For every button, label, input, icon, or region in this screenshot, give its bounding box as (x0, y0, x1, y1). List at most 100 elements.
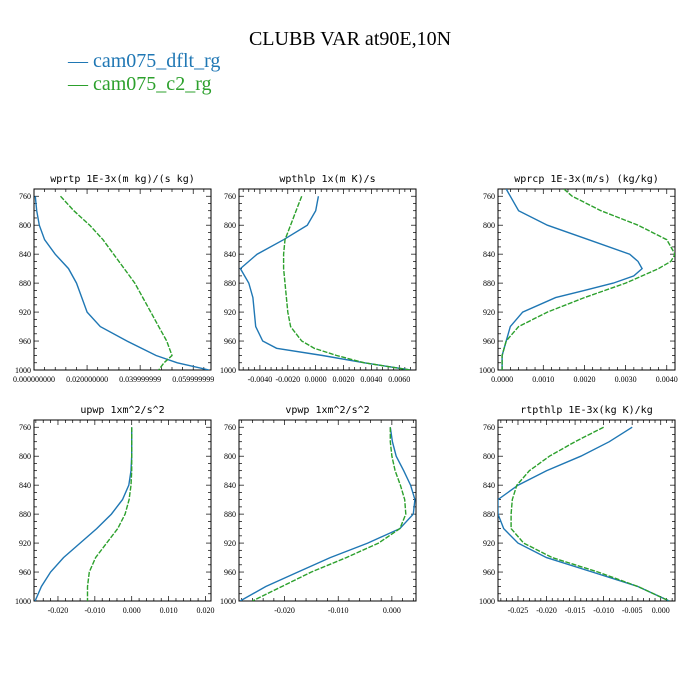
x-tick-label: 0.0010 (532, 375, 554, 384)
y-tick-label: 880 (19, 510, 31, 519)
x-tick-label: -0.0040 (248, 375, 273, 384)
y-tick-label: 880 (19, 279, 31, 288)
y-tick-label: 1000 (479, 597, 495, 606)
x-tick-label: 0.010 (160, 606, 178, 615)
series-line (34, 196, 210, 370)
x-tick-label: -0.015 (565, 606, 586, 615)
x-tick-label: 0.0030 (615, 375, 637, 384)
x-tick-label: -0.020 (536, 606, 557, 615)
y-tick-label: 840 (19, 250, 31, 259)
y-tick-label: 920 (483, 308, 495, 317)
x-tick-label: -0.0020 (275, 375, 300, 384)
x-tick-label: 0.0000 (305, 375, 327, 384)
y-tick-label: 1000 (15, 366, 31, 375)
x-tick-label: -0.020 (48, 606, 69, 615)
plot-frame (33, 419, 212, 602)
y-tick-label: 760 (224, 423, 236, 432)
panel-title: wprtp 1E-3x(m kg)/(s kg) (50, 174, 195, 185)
y-tick-label: 960 (224, 337, 236, 346)
y-tick-label: 760 (224, 192, 236, 201)
plot-frame (497, 188, 676, 371)
y-tick-label: 760 (19, 423, 31, 432)
series-line (252, 427, 407, 601)
y-tick-label: 800 (224, 221, 236, 230)
y-tick-label: 920 (224, 539, 236, 548)
chart-panel: wprtp 1E-3x(m kg)/(s kg) 760 800 840 880 920 9… (13, 174, 214, 384)
x-tick-label: 0.0040 (656, 375, 678, 384)
y-tick-label: 800 (224, 452, 236, 461)
x-tick-label: 0.0040 (360, 375, 382, 384)
y-tick-label: 960 (19, 337, 31, 346)
y-tick-label: 960 (483, 337, 495, 346)
x-tick-label: 0.039999999 (119, 375, 161, 384)
x-tick-label: -0.025 (508, 606, 529, 615)
series-line (86, 427, 133, 601)
x-tick-label: 0.000 (383, 606, 401, 615)
y-tick-label: 880 (224, 279, 236, 288)
x-tick-label: 0.020 (196, 606, 214, 615)
y-tick-label: 920 (483, 539, 495, 548)
page-title: CLUBB VAR at90E,10N (248, 28, 452, 50)
legend-item-dflt: — cam075_dflt_rg (68, 50, 221, 72)
y-tick-label: 960 (224, 568, 236, 577)
y-tick-label: 760 (19, 192, 31, 201)
y-tick-label: 920 (19, 308, 31, 317)
x-tick-label: -0.010 (593, 606, 614, 615)
y-tick-label: 880 (224, 510, 236, 519)
y-tick-label: 840 (224, 250, 236, 259)
x-tick-label: 0.0000 (491, 375, 513, 384)
plot-frame (238, 419, 417, 602)
x-tick-label: 0.0060 (388, 375, 410, 384)
plot-frame (33, 188, 212, 371)
series-line (501, 189, 643, 370)
y-tick-label: 880 (483, 510, 495, 519)
y-tick-label: 1000 (220, 366, 236, 375)
series-line (239, 196, 411, 370)
chart-panel: wprcp 1E-3x(m/s) (kg/kg) 760 800 840 880 920 9… (479, 174, 678, 384)
y-tick-label: 960 (483, 568, 495, 577)
y-tick-label: 920 (19, 539, 31, 548)
series-line (239, 427, 416, 601)
y-tick-label: 840 (224, 481, 236, 490)
y-tick-label: 800 (19, 221, 31, 230)
x-tick-label: 0.000 (652, 606, 670, 615)
y-tick-label: 800 (483, 452, 495, 461)
x-tick-label: -0.010 (85, 606, 106, 615)
y-tick-label: 1000 (479, 366, 495, 375)
y-tick-label: 760 (483, 192, 495, 201)
x-tick-label: 0.000000000 (13, 375, 55, 384)
panel-title: rtpthlp 1E-3x(kg K)/kg (520, 405, 652, 416)
x-tick-label: 0.0020 (333, 375, 355, 384)
series-line (498, 426, 670, 601)
y-tick-label: 840 (19, 481, 31, 490)
x-tick-label: -0.020 (274, 606, 295, 615)
x-tick-label: -0.005 (622, 606, 643, 615)
y-tick-label: 760 (483, 423, 495, 432)
chart-panel: upwp 1xm^2/s^2 760 800 840 880 920 960 1000 -0.0… (15, 405, 214, 615)
y-tick-label: 1000 (220, 597, 236, 606)
panel-title: wprcp 1E-3x(m/s) (kg/kg) (514, 174, 659, 185)
y-tick-label: 1000 (15, 597, 31, 606)
y-tick-label: 800 (19, 452, 31, 461)
panel-title: wpthlp 1x(m K)/s (279, 174, 375, 185)
series-line (282, 195, 411, 370)
y-tick-label: 920 (224, 308, 236, 317)
panel-title: upwp 1xm^2/s^2 (80, 405, 164, 416)
legend-item-c2: — cam075_c2_rg (68, 73, 212, 95)
y-tick-label: 840 (483, 250, 495, 259)
y-tick-label: 840 (483, 481, 495, 490)
y-tick-label: 880 (483, 279, 495, 288)
chart-panel: vpwp 1xm^2/s^2 760 800 840 880 920 960 1000 -0.0… (220, 405, 417, 615)
series-line (34, 427, 133, 601)
x-tick-label: 0.000 (123, 606, 141, 615)
x-tick-label: 0.0020 (573, 375, 595, 384)
chart-panel: wpthlp 1x(m K)/s 760 800 840 880 920 960 1000 -0… (220, 174, 417, 384)
x-tick-label: 0.020000000 (66, 375, 108, 384)
series-line (501, 189, 675, 370)
plot-frame (238, 188, 417, 371)
y-tick-label: 800 (483, 221, 495, 230)
x-tick-label: 0.059999999 (172, 375, 214, 384)
plot-frame (497, 419, 676, 602)
chart-panel: rtpthlp 1E-3x(kg K)/kg 760 800 840 880 920 960… (479, 405, 676, 615)
